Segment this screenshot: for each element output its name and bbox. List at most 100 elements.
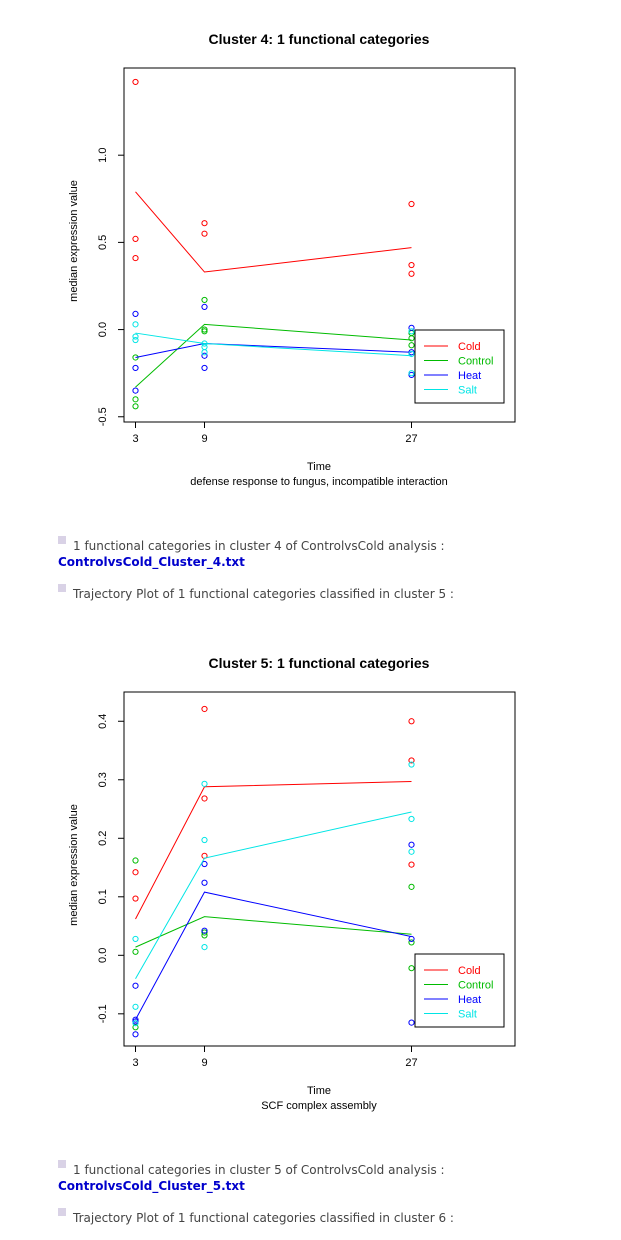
- control-point: [132, 403, 139, 410]
- chart-cluster-4: Cluster 4: 1 functional categories Time …: [0, 0, 621, 520]
- y-axis-label: median expression value: [68, 804, 80, 926]
- legend-label-control: Control: [458, 356, 493, 368]
- plot-area: 3 9 27 -0.5 0.0 0.5 1.0 Cold Control Heat Salt: [97, 67, 516, 445]
- legend-label-salt: Salt: [458, 1009, 477, 1021]
- x-tick-label: 3: [132, 433, 138, 445]
- cluster-6-intro: Trajectory Plot of 1 functional categori…: [58, 1208, 454, 1226]
- legend-label-heat: Heat: [458, 994, 481, 1006]
- cluster-4-summary-text: 1 functional categories in cluster 4 of …: [73, 539, 445, 553]
- chart-title: Cluster 4: 1 functional categories: [209, 31, 430, 47]
- chart-subtitle: SCF complex assembly: [261, 1100, 377, 1112]
- heat-point: [201, 860, 208, 868]
- heat-point: [408, 1019, 415, 1026]
- cold-point: [201, 795, 208, 802]
- bullet-icon: [58, 1208, 66, 1216]
- x-axis-label: Time: [307, 1085, 331, 1097]
- salt-point: [408, 815, 415, 823]
- control-point: [132, 857, 139, 864]
- y-tick-label: 0.4: [97, 714, 109, 729]
- heat-point: [132, 1031, 139, 1038]
- control-point: [201, 328, 208, 335]
- chart-svg-cluster-4: Cluster 4: 1 functional categories Time …: [68, 31, 516, 488]
- control-point: [408, 883, 415, 890]
- heat-point: [132, 1016, 139, 1023]
- y-tick-label: 0.0: [97, 322, 109, 337]
- y-tick-label: -0.5: [97, 407, 109, 426]
- plot-area: 3 9 27 -0.1 0.0 0.1 0.2 0.3 0.4 Cold Control Heat Sa…: [97, 691, 516, 1069]
- salt-point: [201, 780, 208, 787]
- salt-series-line: [135, 332, 412, 357]
- salt-series-line: [135, 811, 412, 979]
- heat-series-line: [135, 891, 412, 1020]
- heat-point: [408, 841, 415, 848]
- cold-point: [408, 861, 415, 868]
- y-tick-label: -0.1: [97, 1004, 109, 1023]
- x-tick-label: 3: [132, 1057, 138, 1069]
- heat-point: [201, 927, 208, 934]
- cold-point: [408, 261, 415, 269]
- y-tick-label: 0.2: [97, 831, 109, 846]
- heat-series-line: [135, 343, 412, 358]
- control-point: [408, 342, 415, 349]
- cold-point: [408, 200, 415, 208]
- plot-frame: [123, 691, 516, 1047]
- control-point: [408, 965, 415, 972]
- salt-point: [408, 328, 415, 335]
- salt-point: [132, 1003, 139, 1010]
- cold-point: [132, 254, 139, 262]
- cluster-5-summary-text: 1 functional categories in cluster 5 of …: [73, 1163, 445, 1177]
- heat-point: [201, 352, 208, 359]
- legend-box: [414, 329, 505, 404]
- cold-point: [201, 705, 208, 713]
- cluster-5-intro: Trajectory Plot of 1 functional categori…: [58, 584, 454, 602]
- salt-point: [201, 836, 208, 844]
- control-point: [132, 948, 139, 955]
- cold-point: [132, 78, 139, 86]
- heat-point: [132, 982, 139, 989]
- control-series-line: [135, 916, 412, 948]
- legend-label-salt: Salt: [458, 385, 477, 397]
- salt-point: [201, 343, 208, 351]
- cold-point: [132, 869, 139, 876]
- heat-point: [201, 364, 208, 372]
- cold-series-line: [135, 191, 412, 273]
- legend-box: [414, 953, 505, 1028]
- control-point: [408, 939, 415, 946]
- y-tick-label: 0.0: [97, 948, 109, 963]
- cluster-6-intro-text: Trajectory Plot of 1 functional categori…: [73, 1211, 454, 1225]
- chart-cluster-5: Cluster 5: 1 functional categories Time …: [0, 624, 621, 1144]
- y-tick-label: 0.1: [97, 889, 109, 904]
- heat-point: [201, 303, 208, 311]
- cluster-4-summary: 1 functional categories in cluster 4 of …: [58, 536, 445, 554]
- salt-point: [132, 333, 139, 340]
- cluster-4-file-link[interactable]: ControlvsCold_Cluster_4.txt: [58, 555, 245, 569]
- cold-point: [201, 220, 208, 227]
- cluster-5-file-link[interactable]: ControlvsCold_Cluster_5.txt: [58, 1179, 245, 1193]
- salt-point: [408, 761, 415, 768]
- salt-point: [201, 944, 208, 951]
- y-tick-label: 1.0: [97, 148, 109, 163]
- control-point: [201, 296, 208, 304]
- heat-point: [408, 324, 415, 331]
- control-point: [132, 354, 139, 361]
- salt-point: [408, 848, 415, 855]
- cold-point: [408, 270, 415, 277]
- legend-label-cold: Cold: [458, 965, 481, 977]
- salt-point: [132, 935, 139, 943]
- legend: Cold Control Heat Salt: [414, 953, 505, 1028]
- x-tick-label: 9: [201, 1057, 207, 1069]
- y-tick-label: 0.5: [97, 235, 109, 250]
- heat-point: [408, 371, 415, 379]
- x-axis-label: Time: [307, 461, 331, 473]
- cluster-5-summary: 1 functional categories in cluster 5 of …: [58, 1160, 445, 1178]
- x-tick-label: 27: [405, 433, 417, 445]
- legend: Cold Control Heat Salt: [414, 329, 505, 404]
- bullet-icon: [58, 1160, 66, 1168]
- cluster-5-intro-text: Trajectory Plot of 1 functional categori…: [73, 587, 454, 601]
- y-tick-label: 0.3: [97, 772, 109, 787]
- legend-label-control: Control: [458, 980, 493, 992]
- cold-point: [201, 230, 208, 237]
- control-point: [201, 932, 208, 939]
- salt-point: [132, 1020, 139, 1027]
- control-point: [408, 335, 415, 342]
